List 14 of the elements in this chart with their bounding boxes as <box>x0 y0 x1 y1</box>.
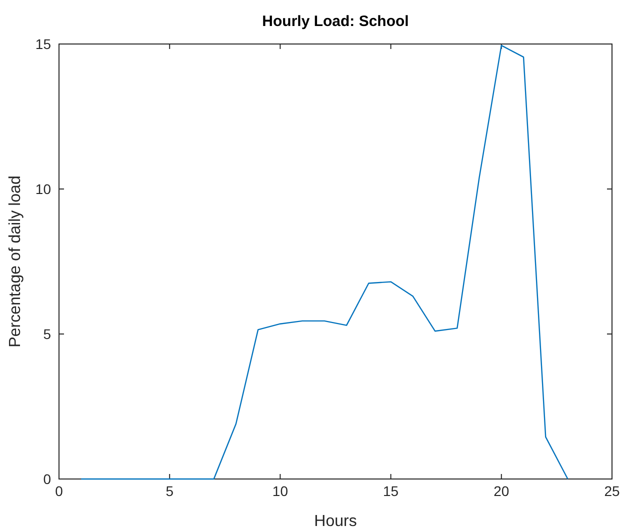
y-tick-label: 5 <box>43 326 52 342</box>
x-tick-label: 0 <box>55 483 64 499</box>
line-series <box>80 44 568 480</box>
y-tick-label: 15 <box>35 36 52 52</box>
chart-title: Hourly Load: School <box>262 13 409 30</box>
y-tick-label: 10 <box>35 181 52 197</box>
x-tick-label: 5 <box>166 483 174 499</box>
y-axis-title: Percentage of daily load <box>7 176 24 348</box>
x-tick-label: 15 <box>383 483 399 499</box>
x-tick-label: 25 <box>604 483 620 499</box>
x-tick-label: 20 <box>494 483 510 499</box>
x-axis-title: Hours <box>314 513 357 530</box>
y-tick-label: 0 <box>43 471 52 487</box>
x-tick-label: 10 <box>272 483 288 499</box>
